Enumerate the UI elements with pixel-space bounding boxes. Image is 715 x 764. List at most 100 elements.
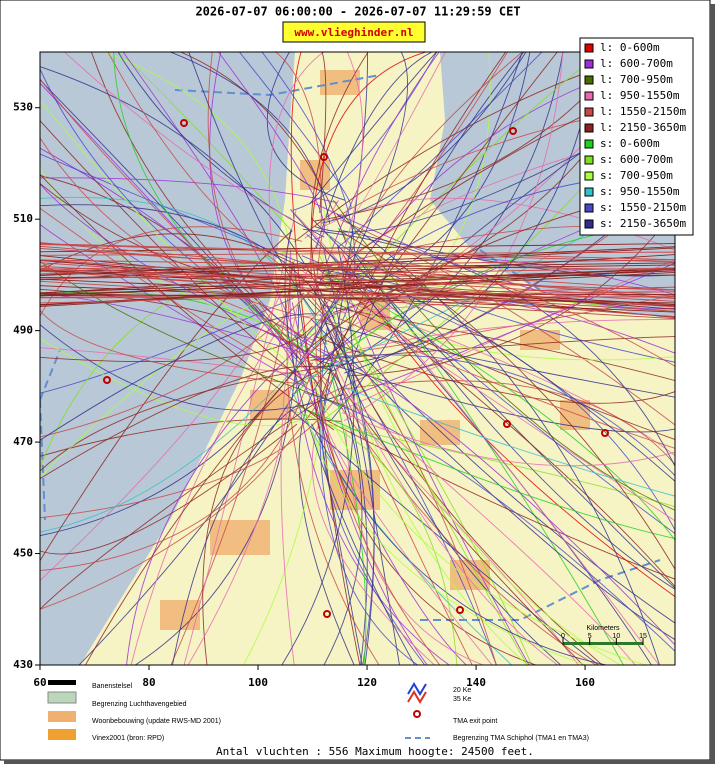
flight-track	[290, 52, 320, 429]
flight-track	[168, 52, 331, 224]
scale-bar: Kilometers 0 5 10 15	[561, 625, 647, 645]
legend-swatch	[584, 91, 594, 101]
flight-track	[40, 254, 675, 294]
y-tick-label: 430	[13, 658, 33, 671]
flight-track	[317, 268, 675, 588]
flight-track	[332, 330, 603, 665]
legend-swatch	[584, 171, 594, 181]
flight-track	[266, 52, 346, 201]
x-tick-label: 160	[575, 676, 595, 689]
x-tick-label: 120	[357, 676, 377, 689]
tma-exit-points	[103, 119, 609, 618]
flight-track	[40, 267, 675, 308]
y-tick-label: 450	[13, 547, 33, 560]
flight-track	[40, 267, 675, 294]
flight-track	[342, 412, 675, 467]
legend-text: Begrenzing TMA Schiphol (TMA1 en TMA3)	[453, 735, 589, 742]
flight-track	[323, 305, 675, 382]
flight-track	[217, 52, 325, 240]
map	[40, 52, 675, 665]
flight-track	[281, 244, 355, 665]
flight-track	[286, 261, 380, 665]
flight-track	[311, 426, 436, 665]
flight-track	[209, 52, 315, 345]
legend-label: l: 950-1550m	[600, 89, 680, 102]
flight-track	[289, 52, 509, 343]
flight-track	[40, 251, 675, 256]
flight-track	[40, 207, 301, 375]
flight-track	[40, 265, 675, 302]
flight-track	[40, 260, 675, 310]
link-box[interactable]	[282, 21, 426, 43]
legend	[579, 37, 694, 236]
flight-track	[315, 269, 675, 482]
flight-track	[309, 52, 438, 205]
flight-track	[284, 229, 416, 665]
flight-track	[304, 288, 497, 665]
legend-swatch	[584, 219, 594, 229]
flight-track	[334, 373, 473, 665]
flight-track	[126, 331, 317, 665]
flight-track	[325, 322, 675, 398]
flight-track	[40, 166, 333, 340]
legend-swatch	[584, 187, 594, 197]
legend-swatch	[584, 59, 594, 69]
flight-track	[346, 52, 446, 224]
flight-track	[40, 365, 331, 472]
legend-items: l: 0-600m l: 600-700m l: 700-950m l: 950-15…	[584, 41, 686, 230]
flight-track	[40, 338, 328, 427]
flight-track	[310, 318, 675, 641]
y-tick-label: 510	[13, 212, 33, 225]
flight-track	[40, 324, 344, 412]
axes: 60 80 100 120 140 160 430 450 470 490 510 530	[13, 101, 595, 689]
flight-track	[63, 52, 293, 220]
flight-track	[40, 246, 675, 277]
map-border	[39, 51, 676, 666]
flight-track	[342, 296, 675, 361]
flight-track	[40, 183, 325, 362]
flight-track	[291, 302, 428, 665]
flight-track	[321, 413, 493, 665]
legend-swatch	[584, 107, 594, 117]
legend-label: s: 0-600m	[600, 137, 660, 150]
flight-track	[102, 52, 296, 294]
flight-track	[187, 385, 292, 665]
flight-tracks	[40, 52, 675, 665]
flight-track	[40, 270, 675, 312]
flight-track	[40, 243, 675, 261]
legend-label: s: 700-950m	[600, 169, 673, 182]
legend-swatch	[584, 123, 594, 133]
y-tick-label: 490	[13, 324, 33, 337]
legend-label: l: 2150-3650m	[600, 121, 686, 134]
flight-track	[342, 230, 675, 277]
flight-track	[325, 322, 562, 665]
flight-track	[40, 366, 333, 480]
flight-track	[312, 381, 648, 665]
flight-track	[343, 387, 675, 497]
flight-track	[310, 52, 428, 280]
flight-track	[40, 347, 324, 378]
flight-track	[130, 307, 293, 665]
scale-label: 10	[612, 633, 620, 640]
flight-track	[338, 52, 524, 301]
flight-track	[40, 177, 338, 204]
legend-text: Begrenzing Luchthavengebied	[92, 701, 187, 708]
flight-track	[313, 202, 675, 310]
flight-track	[40, 78, 331, 384]
flight-track	[290, 386, 513, 665]
flight-track	[117, 52, 293, 232]
legend-label: l: 0-600m	[600, 41, 660, 54]
flight-track	[40, 309, 303, 385]
scale-title: Kilometers	[586, 625, 620, 632]
flight-track	[314, 52, 507, 417]
flight-track	[313, 382, 538, 665]
link[interactable]: www.vlieghinder.nl	[294, 26, 413, 39]
flight-track	[319, 296, 361, 665]
y-tick-label: 470	[13, 435, 33, 448]
flight-track	[40, 270, 675, 296]
flight-track	[40, 259, 675, 271]
legend-text: 35 Ke	[453, 696, 471, 703]
flight-track	[336, 214, 660, 665]
legend-swatch	[584, 139, 594, 149]
